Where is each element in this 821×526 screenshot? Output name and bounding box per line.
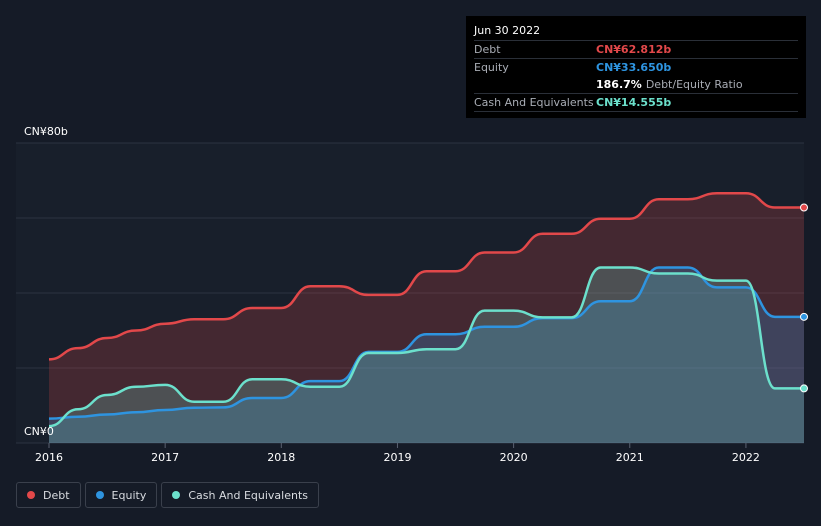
legend-item-debt[interactable]: Debt	[16, 482, 81, 508]
x-tick-label: 2018	[267, 451, 295, 464]
tooltip-equity-value: CN¥33.650b	[596, 61, 672, 74]
debt-line	[48, 192, 804, 361]
legend-item-equity[interactable]: Equity	[84, 482, 158, 508]
tooltip-debt-row: Debt CN¥62.812b	[474, 40, 798, 58]
tooltip-equity-label: Equity	[474, 61, 509, 74]
x-tick-label: 2021	[616, 451, 644, 464]
x-tick-label: 2016	[35, 451, 63, 464]
equity-endpoint	[800, 312, 808, 321]
x-tick-label: 2019	[383, 451, 411, 464]
tooltip-ratio-label: Debt/Equity Ratio	[645, 78, 743, 91]
y-tick-label-max: CN¥80b	[24, 125, 68, 138]
equity-line	[48, 266, 804, 420]
cash-area	[49, 267, 804, 443]
tooltip-cash-row: Cash And Equivalents CN¥14.555b	[474, 93, 798, 112]
tooltip-equity-row: Equity CN¥33.650b	[474, 58, 798, 76]
legend-debt-label: Debt	[43, 488, 70, 502]
tooltip-cash-value: CN¥14.555b	[596, 96, 672, 109]
legend-cash-label: Cash And Equivalents	[188, 488, 308, 502]
gridlines	[16, 142, 804, 444]
tooltip-date: Jun 30 2022	[474, 24, 541, 37]
cash-dot-icon	[172, 491, 181, 499]
legend-equity-label: Equity	[111, 488, 147, 502]
debt-endpoint	[800, 203, 808, 212]
tooltip-cash-label: Cash And Equivalents	[474, 96, 594, 109]
x-axis-ticks: 2016 2017 2018 2019 2020 2021 2022	[35, 443, 760, 464]
tooltip-debt-label: Debt	[474, 43, 501, 56]
series-areas	[49, 193, 804, 443]
tooltip-ratio-value: 186.7%	[596, 78, 642, 91]
x-tick-label: 2017	[151, 451, 179, 464]
cash-line	[48, 266, 804, 428]
y-tick-label-zero: CN¥0	[24, 425, 54, 438]
legend-item-cash[interactable]: Cash And Equivalents	[161, 482, 319, 508]
x-tick-label: 2020	[500, 451, 528, 464]
equity-area	[49, 267, 804, 443]
series-lines	[48, 192, 804, 428]
tooltip-ratio-row: 186.7% Debt/Equity Ratio	[474, 76, 798, 93]
series-endpoints	[800, 203, 808, 393]
debt-area	[49, 193, 804, 443]
tooltip-panel: Jun 30 2022 Debt CN¥62.812b Equity CN¥33…	[466, 16, 806, 118]
cash-endpoint	[800, 384, 808, 393]
debt-dot-icon	[27, 491, 35, 499]
equity-dot-icon	[95, 491, 104, 499]
x-tick-label: 2022	[732, 451, 760, 464]
tooltip-debt-value: CN¥62.812b	[596, 43, 672, 56]
chart-legend: Debt Equity Cash And Equivalents	[16, 482, 319, 510]
